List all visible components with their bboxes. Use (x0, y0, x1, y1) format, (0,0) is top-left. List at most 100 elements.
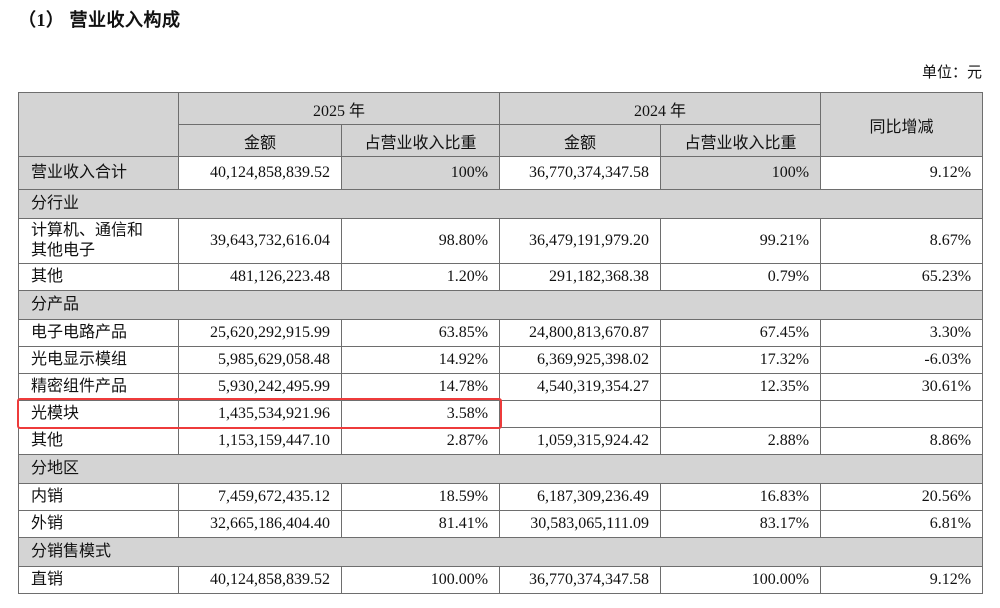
header-amount-2024: 金额 (499, 124, 662, 157)
yoy-change-cell: 30.61% (820, 373, 984, 401)
row-label: 电子电路产品 (18, 319, 179, 347)
section-row: 分行业 (17, 189, 984, 219)
proportion-2024-cell: 83.17% (660, 510, 822, 538)
header-proportion-2024: 占营业收入比重 (660, 124, 822, 157)
row-label: 直销 (18, 566, 179, 594)
yoy-change-cell: 6.81% (820, 510, 984, 538)
header-amount-2025: 金额 (178, 124, 342, 157)
amount-2024-cell: 36,770,374,347.58 (499, 156, 662, 190)
section-label: 分销售模式 (17, 537, 984, 567)
amount-2024-cell: 291,182,368.38 (499, 263, 662, 291)
row-label: 光模块 (18, 400, 179, 428)
header-proportion-2025: 占营业收入比重 (340, 124, 501, 157)
yoy-change-cell (820, 400, 984, 428)
table-body: 营业收入合计 40,124,858,839.52 100% 36,770,374,34… (17, 156, 984, 594)
proportion-2024-cell: 0.79% (660, 263, 822, 291)
proportion-2025-cell: 98.80% (340, 218, 501, 264)
proportion-2025-cell: 14.78% (340, 373, 501, 401)
amount-2025-cell: 481,126,223.48 (178, 263, 342, 291)
yoy-change-cell: 3.30% (820, 319, 984, 347)
amount-2024-cell (499, 400, 662, 428)
header-corner-cell (18, 92, 179, 157)
section-label: 分产品 (17, 290, 984, 320)
proportion-2025-cell: 14.92% (340, 346, 501, 374)
header-yoy-change: 同比增减 (820, 92, 984, 157)
proportion-2025-cell: 1.20% (340, 263, 501, 291)
amount-2024-cell: 30,583,065,111.09 (499, 510, 662, 538)
proportion-2024-cell: 16.83% (660, 483, 822, 511)
proportion-2024-cell (660, 400, 822, 428)
proportion-2025-cell: 3.58% (340, 400, 501, 428)
table-row: 营业收入合计 40,124,858,839.52 100% 36,770,374,34… (18, 156, 984, 190)
proportion-2025-cell: 63.85% (340, 319, 501, 347)
table-row: 计算机、通信和其他电子 39,643,732,616.04 98.80% 36,479… (18, 218, 984, 264)
proportion-2025-cell: 81.41% (340, 510, 501, 538)
row-label: 精密组件产品 (18, 373, 179, 401)
table-row: 内销 7,459,672,435.12 18.59% 6,187,309,236.49… (18, 483, 984, 511)
amount-2025-cell: 1,153,159,447.10 (178, 427, 342, 455)
yoy-change-cell: 65.23% (820, 263, 984, 291)
proportion-2024-cell: 12.35% (660, 373, 822, 401)
row-label: 计算机、通信和其他电子 (18, 218, 179, 264)
amount-2025-cell: 1,435,534,921.96 (178, 400, 342, 428)
proportion-2025-cell: 100.00% (340, 566, 501, 594)
table-row: 直销 40,124,858,839.52 100.00% 36,770,374,347… (18, 566, 984, 594)
table-row: 精密组件产品 5,930,242,495.99 14.78% 4,540,319,35… (18, 373, 984, 401)
proportion-2024-cell: 2.88% (660, 427, 822, 455)
row-label: 营业收入合计 (18, 156, 179, 190)
report-page: （1） 营业收入构成 单位：元 2025 年 2024 年 同比增减 金额 占营… (17, 10, 984, 594)
amount-2024-cell: 1,059,315,924.42 (499, 427, 662, 455)
amount-2024-cell: 4,540,319,354.27 (499, 373, 662, 401)
yoy-change-cell: 8.86% (820, 427, 984, 455)
unit-label: 单位：元 (921, 65, 982, 81)
proportion-2024-cell: 67.45% (660, 319, 822, 347)
amount-2024-cell: 6,187,309,236.49 (499, 483, 662, 511)
amount-2025-cell: 25,620,292,915.99 (178, 319, 342, 347)
proportion-2024-cell: 17.32% (660, 346, 822, 374)
row-label: 其他 (18, 427, 179, 455)
amount-2024-cell: 6,369,925,398.02 (499, 346, 662, 374)
row-label: 外销 (18, 510, 179, 538)
amount-2025-cell: 40,124,858,839.52 (178, 566, 342, 594)
proportion-2024-cell: 100% (660, 156, 822, 190)
header-row-measures: 金额 占营业收入比重 金额 占营业收入比重 (19, 124, 983, 157)
amount-2024-cell: 24,800,813,670.87 (499, 319, 662, 347)
yoy-change-cell: 8.67% (820, 218, 984, 264)
table-row: 外销 32,665,186,404.40 81.41% 30,583,065,111.… (18, 510, 984, 538)
amount-2025-cell: 5,985,629,058.48 (178, 346, 342, 374)
section-label: 分地区 (17, 454, 984, 484)
table-row: 电子电路产品 25,620,292,915.99 63.85% 24,800,813,… (18, 319, 984, 347)
revenue-composition-table: 2025 年 2024 年 同比增减 金额 占营业收入比重 金额 占营业收入比重… (17, 92, 984, 594)
section-row: 分产品 (17, 290, 984, 320)
table-row: 其他 1,153,159,447.10 2.87% 1,059,315,924.42 2… (18, 427, 984, 455)
section-row: 分销售模式 (17, 537, 984, 567)
table-header: 2025 年 2024 年 同比增减 金额 占营业收入比重 金额 占营业收入比重 (18, 92, 984, 157)
header-row-years: 2025 年 2024 年 同比增减 (18, 92, 984, 157)
row-label: 光电显示模组 (18, 346, 179, 374)
table-row: 光电显示模组 5,985,629,058.48 14.92% 6,369,925,39… (18, 346, 984, 374)
yoy-change-cell: -6.03% (820, 346, 984, 374)
row-label: 内销 (18, 483, 179, 511)
header-year-2024: 2024 年 (499, 92, 822, 125)
table-row: 光模块 1,435,534,921.96 3.58% (18, 400, 984, 428)
row-label: 其他 (18, 263, 179, 291)
amount-2025-cell: 5,930,242,495.99 (178, 373, 342, 401)
header-year-2025: 2025 年 (177, 92, 501, 125)
amount-2024-cell: 36,770,374,347.58 (499, 566, 662, 594)
yoy-change-cell: 9.12% (820, 566, 984, 594)
amount-2025-cell: 32,665,186,404.40 (178, 510, 342, 538)
section-label: 分行业 (17, 189, 984, 219)
yoy-change-cell: 9.12% (820, 156, 984, 190)
table-row: 其他 481,126,223.48 1.20% 291,182,368.38 0.79%… (18, 263, 984, 291)
proportion-2024-cell: 99.21% (660, 218, 822, 264)
proportion-2025-cell: 2.87% (340, 427, 501, 455)
proportion-2025-cell: 100% (340, 156, 501, 190)
proportion-2025-cell: 18.59% (340, 483, 501, 511)
section-row: 分地区 (17, 454, 984, 484)
yoy-change-cell: 20.56% (820, 483, 984, 511)
proportion-2024-cell: 100.00% (660, 566, 822, 594)
amount-2025-cell: 7,459,672,435.12 (178, 483, 342, 511)
page-title: （1） 营业收入构成 (18, 10, 181, 30)
amount-2025-cell: 40,124,858,839.52 (178, 156, 342, 190)
amount-2025-cell: 39,643,732,616.04 (178, 218, 342, 264)
